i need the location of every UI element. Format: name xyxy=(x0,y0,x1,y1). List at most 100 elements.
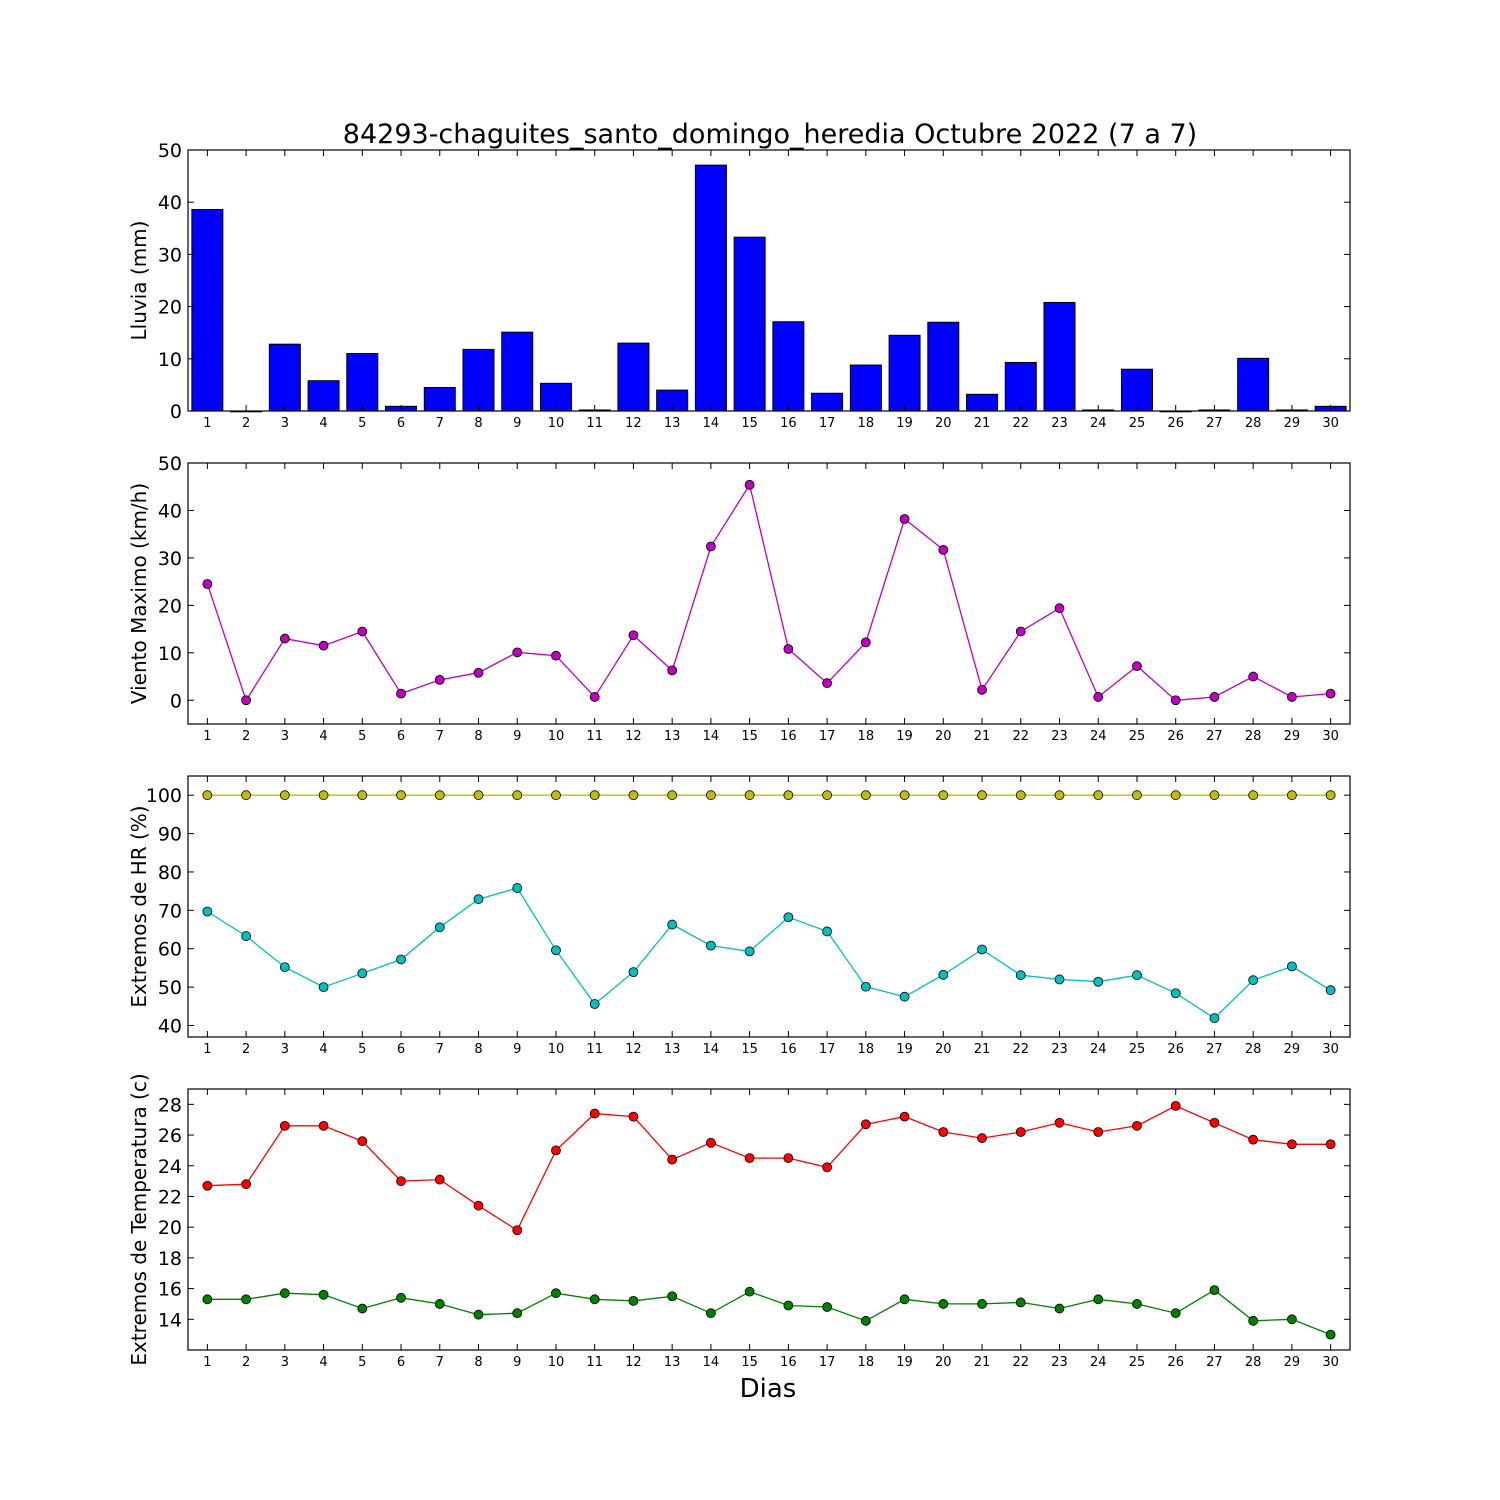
x-tick-label: 1 xyxy=(203,1355,211,1370)
wind-series-1-point xyxy=(1248,671,1259,682)
rain-bar xyxy=(501,331,534,412)
temperature-series-2-point xyxy=(241,1294,252,1305)
humidity-series-1-point xyxy=(628,790,639,801)
humidity-series-2-point xyxy=(202,906,213,917)
x-tick-label: 27 xyxy=(1206,416,1223,431)
x-tick-label: 21 xyxy=(974,1042,991,1057)
y-tick-label: 10 xyxy=(158,349,182,371)
x-tick-label: 15 xyxy=(741,1042,758,1057)
wind-series-1-point xyxy=(628,630,639,641)
wind-series-1-point xyxy=(822,678,832,689)
y-tick-label: 70 xyxy=(158,900,182,922)
temperature-series-1-point xyxy=(434,1174,445,1185)
x-tick-label: 2 xyxy=(242,1042,250,1057)
x-tick-label: 14 xyxy=(703,1355,720,1370)
wind-series-1-point xyxy=(434,674,445,685)
temperature-series-2-point xyxy=(434,1299,445,1309)
x-tick-label: 2 xyxy=(242,729,250,744)
temperature-series-1-point xyxy=(1054,1117,1065,1128)
plot-frame xyxy=(187,775,1351,1038)
humidity-series-2-point xyxy=(1132,970,1142,981)
humidity-series-1-point xyxy=(551,790,561,801)
x-tick-label: 29 xyxy=(1284,1042,1301,1057)
temperature-series-2-point xyxy=(279,1288,290,1299)
temperature-series-1-point xyxy=(783,1153,794,1163)
humidity-series-2-point xyxy=(860,981,871,992)
x-tick-label: 30 xyxy=(1322,1042,1339,1057)
x-tick-label: 5 xyxy=(358,729,366,744)
x-tick-label: 15 xyxy=(741,1355,758,1370)
wind-series-1-point xyxy=(589,692,600,702)
temperature-series-1-point xyxy=(357,1136,368,1147)
x-tick-label: 5 xyxy=(358,416,366,431)
plot-area xyxy=(188,776,1350,1037)
x-tick-label: 16 xyxy=(780,1355,797,1370)
humidity-series-1-point xyxy=(1132,790,1142,801)
humidity-series-1-point xyxy=(1287,790,1297,801)
x-tick-label: 7 xyxy=(436,1355,444,1370)
panel-rain: 1 2 3 4 5 6 7 8 9 10 11 12 13 14 15 16 17 18 19 20 21 22 23 24 2… xyxy=(127,140,1351,431)
x-tick-label: 30 xyxy=(1322,729,1339,744)
x-tick-label: 13 xyxy=(664,1355,681,1370)
humidity-series-2-point xyxy=(706,940,716,951)
humidity-series-1-point xyxy=(822,790,832,801)
humidity-series-1-point xyxy=(899,790,910,801)
temperature-series-2-point xyxy=(1054,1303,1065,1314)
x-tick-label: 4 xyxy=(319,1042,327,1057)
x-tick-label: 15 xyxy=(741,729,758,744)
temperature-series-1-point xyxy=(589,1108,600,1119)
humidity-series-2-point xyxy=(899,991,910,1002)
humidity-series-1-point xyxy=(241,790,252,801)
temperature-series-1-point xyxy=(1132,1120,1142,1131)
y-tick-label: 24 xyxy=(158,1156,182,1178)
humidity-series-2-point xyxy=(473,894,484,905)
temperature-series-1-point xyxy=(744,1153,755,1163)
x-tick-label: 17 xyxy=(819,416,836,431)
x-tick-label: 20 xyxy=(935,1042,952,1057)
rain-bar xyxy=(1004,361,1037,412)
humidity-series-2-point xyxy=(938,969,949,980)
y-axis-label: Lluvia (mm) xyxy=(127,221,151,341)
x-tick-label: 3 xyxy=(281,1355,289,1370)
humidity-series-1-point xyxy=(667,790,678,801)
y-tick-label: 20 xyxy=(158,595,182,617)
y-tick-label: 40 xyxy=(158,500,182,522)
temperature-series-1-point xyxy=(667,1154,678,1165)
x-tick-label: 10 xyxy=(548,416,565,431)
x-tick-label: 9 xyxy=(513,1042,521,1057)
x-tick-label: 14 xyxy=(703,729,720,744)
temperature-series-2-point xyxy=(1170,1308,1181,1319)
wind-series-1-point xyxy=(938,544,949,555)
temperature-series-2-point xyxy=(1287,1314,1297,1325)
humidity-series-1-point xyxy=(1248,790,1259,801)
x-tick-label: 29 xyxy=(1284,1355,1301,1370)
y-tick-label: 20 xyxy=(158,1217,182,1239)
wind-series-1-line xyxy=(206,483,1331,702)
humidity-series-2-point xyxy=(783,912,794,923)
temperature-series-1-point xyxy=(899,1111,910,1122)
rain-bar xyxy=(694,164,727,412)
x-tick-label: 12 xyxy=(625,416,642,431)
humidity-series-1-point xyxy=(1015,790,1026,801)
wind-series-1-point xyxy=(1093,692,1104,702)
rain-bar xyxy=(462,348,495,412)
humidity-series-2-point xyxy=(1015,970,1026,981)
x-tick-label: 8 xyxy=(474,729,482,744)
y-tick-label: 22 xyxy=(158,1186,182,1208)
temperature-series-2-point xyxy=(396,1292,406,1303)
x-tick-label: 8 xyxy=(474,1042,482,1057)
x-tick-label: 25 xyxy=(1129,1042,1146,1057)
x-tick-label: 3 xyxy=(281,1042,289,1057)
temperature-series-2-point xyxy=(551,1288,561,1299)
rain-bar xyxy=(1043,301,1076,412)
humidity-series-1-point xyxy=(1325,790,1336,801)
wind-series-1-point xyxy=(667,665,678,676)
temperature-series-1-point xyxy=(1287,1139,1297,1150)
temperature-series-2-point xyxy=(512,1308,523,1319)
y-tick-label: 28 xyxy=(158,1094,182,1116)
temperature-series-2-point xyxy=(357,1303,368,1314)
x-tick-label: 3 xyxy=(281,729,289,744)
y-axis-label: Viento Maximo (km/h) xyxy=(127,483,151,704)
x-tick-label: 2 xyxy=(242,1355,250,1370)
y-axis-label: Extremos de Temperatura (c) xyxy=(127,1073,151,1365)
